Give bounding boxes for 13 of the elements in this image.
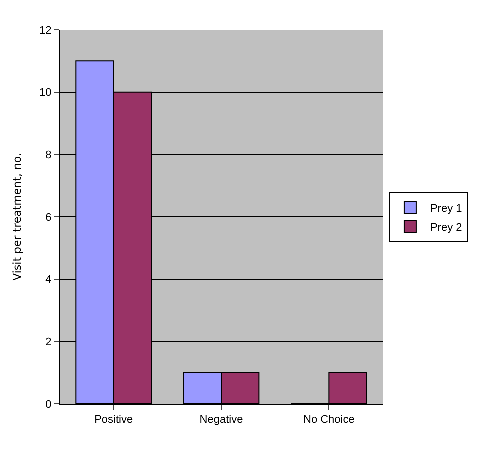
y-tick-label: 8 [46,150,52,162]
x-tick-label: Positive [94,414,134,426]
y-tick-label: 4 [46,274,52,286]
x-tick-label: No Choice [303,414,355,426]
y-tick-label: 10 [40,87,52,100]
y-tick-label: 2 [46,336,52,349]
legend-label: Prey 1 [430,202,462,215]
y-tick-label: 6 [46,212,52,224]
legend-label: Prey 2 [430,222,462,234]
y-axis-title: Visit per treatment, no. [11,153,24,281]
x-tick-label: Negative [200,414,244,426]
y-tick-label: 12 [40,24,52,37]
y-tick-label: 0 [46,398,52,411]
